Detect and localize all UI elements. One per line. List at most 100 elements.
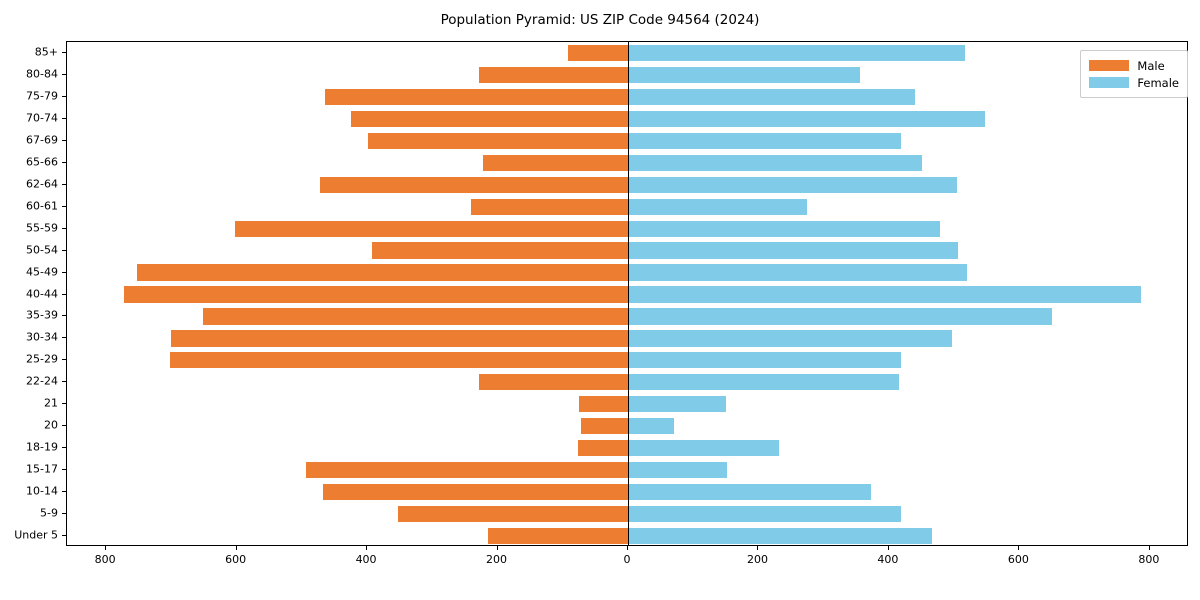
bar-row — [67, 483, 1187, 501]
y-tick-mark — [62, 205, 66, 207]
bar-female[interactable] — [628, 352, 901, 369]
y-tick-mark — [62, 117, 66, 119]
bar-male[interactable] — [372, 242, 628, 259]
bar-male[interactable] — [488, 527, 628, 545]
x-tick-label: 400 — [877, 553, 899, 566]
y-tick-mark — [62, 425, 66, 427]
y-tick-label: 25-29 — [26, 352, 58, 366]
legend-label: Male — [1137, 58, 1165, 73]
y-tick-mark — [62, 469, 66, 471]
bar-row — [67, 154, 1187, 171]
bar-female[interactable] — [628, 88, 916, 105]
bar-female[interactable] — [628, 396, 726, 413]
y-tick-mark — [62, 359, 66, 361]
bar-female[interactable] — [628, 440, 780, 457]
bar-male[interactable] — [306, 462, 628, 479]
bar-male[interactable] — [320, 176, 628, 193]
bar-female[interactable] — [628, 154, 922, 171]
y-tick-label: 75-79 — [26, 89, 58, 103]
legend-item[interactable]: Male — [1089, 57, 1179, 74]
y-tick-mark — [62, 447, 66, 449]
x-tick-mark — [366, 546, 368, 550]
y-tick-label: 15-17 — [26, 462, 58, 476]
bar-female[interactable] — [628, 242, 959, 259]
bar-male[interactable] — [471, 198, 628, 215]
bar-female[interactable] — [628, 374, 900, 391]
bar-male[interactable] — [479, 374, 628, 391]
bar-female[interactable] — [628, 505, 901, 523]
bar-row — [67, 418, 1187, 435]
bar-male[interactable] — [567, 44, 628, 62]
bar-female[interactable] — [628, 44, 965, 62]
y-tick-mark — [62, 491, 66, 493]
bar-female[interactable] — [628, 483, 871, 501]
bar-row — [67, 330, 1187, 347]
y-tick-label: 5-9 — [40, 506, 58, 520]
x-tick-mark — [105, 546, 107, 550]
bar-male[interactable] — [578, 440, 628, 457]
y-tick-label: Under 5 — [14, 528, 58, 542]
y-tick-mark — [62, 513, 66, 515]
y-tick-mark — [62, 73, 66, 75]
y-tick-mark — [62, 139, 66, 141]
bar-male[interactable] — [325, 88, 628, 105]
bar-female[interactable] — [628, 330, 952, 347]
y-tick-label: 40-44 — [26, 287, 58, 300]
bar-row — [67, 110, 1187, 127]
legend-label: Female — [1137, 75, 1179, 90]
bar-male[interactable] — [579, 396, 628, 413]
bar-male[interactable] — [483, 154, 628, 171]
bar-female[interactable] — [628, 66, 861, 84]
bar-female[interactable] — [628, 527, 932, 545]
legend-item[interactable]: Female — [1089, 74, 1179, 91]
y-tick-label: 45-49 — [26, 265, 58, 279]
bar-male[interactable] — [124, 286, 628, 303]
bar-male[interactable] — [137, 264, 628, 281]
bar-female[interactable] — [628, 132, 901, 149]
bar-row — [67, 352, 1187, 369]
y-tick-mark — [62, 161, 66, 163]
bar-male[interactable] — [235, 220, 628, 237]
y-tick-mark — [62, 315, 66, 317]
legend-color-swatch — [1089, 60, 1130, 71]
y-tick-label: 60-61 — [26, 199, 58, 213]
bar-male[interactable] — [322, 483, 628, 501]
bar-female[interactable] — [628, 418, 674, 435]
bar-male[interactable] — [170, 352, 628, 369]
bar-female[interactable] — [628, 462, 728, 479]
y-tick-mark — [62, 381, 66, 383]
bar-row — [67, 286, 1187, 303]
bar-row — [67, 440, 1187, 457]
bar-male[interactable] — [171, 330, 628, 347]
bar-male[interactable] — [351, 110, 628, 127]
bar-row — [67, 88, 1187, 105]
bar-female[interactable] — [628, 198, 807, 215]
bar-female[interactable] — [628, 264, 968, 281]
bar-male[interactable] — [479, 66, 628, 84]
x-tick-label: 200 — [486, 553, 508, 566]
bar-female[interactable] — [628, 308, 1052, 325]
bar-male[interactable] — [398, 505, 628, 523]
bar-female[interactable] — [628, 220, 940, 237]
zero-baseline — [628, 42, 629, 545]
bar-row — [67, 242, 1187, 259]
bar-male[interactable] — [581, 418, 628, 435]
bar-row — [67, 462, 1187, 479]
y-tick-mark — [62, 293, 66, 295]
x-tick-mark — [235, 546, 237, 550]
bar-female[interactable] — [628, 110, 986, 127]
bar-female[interactable] — [628, 176, 957, 193]
bar-female[interactable] — [628, 286, 1141, 303]
bar-row — [67, 527, 1187, 545]
y-tick-mark — [62, 337, 66, 339]
x-tick-label: 800 — [94, 553, 116, 566]
x-tick-mark — [887, 546, 889, 550]
legend-color-swatch — [1089, 77, 1130, 88]
bar-male[interactable] — [368, 132, 628, 149]
chart-legend: Male Female — [1080, 50, 1188, 98]
y-tick-label: 20 — [44, 418, 58, 432]
y-tick-label: 21 — [44, 396, 58, 410]
x-tick-mark — [757, 546, 759, 550]
bar-male[interactable] — [202, 308, 628, 325]
